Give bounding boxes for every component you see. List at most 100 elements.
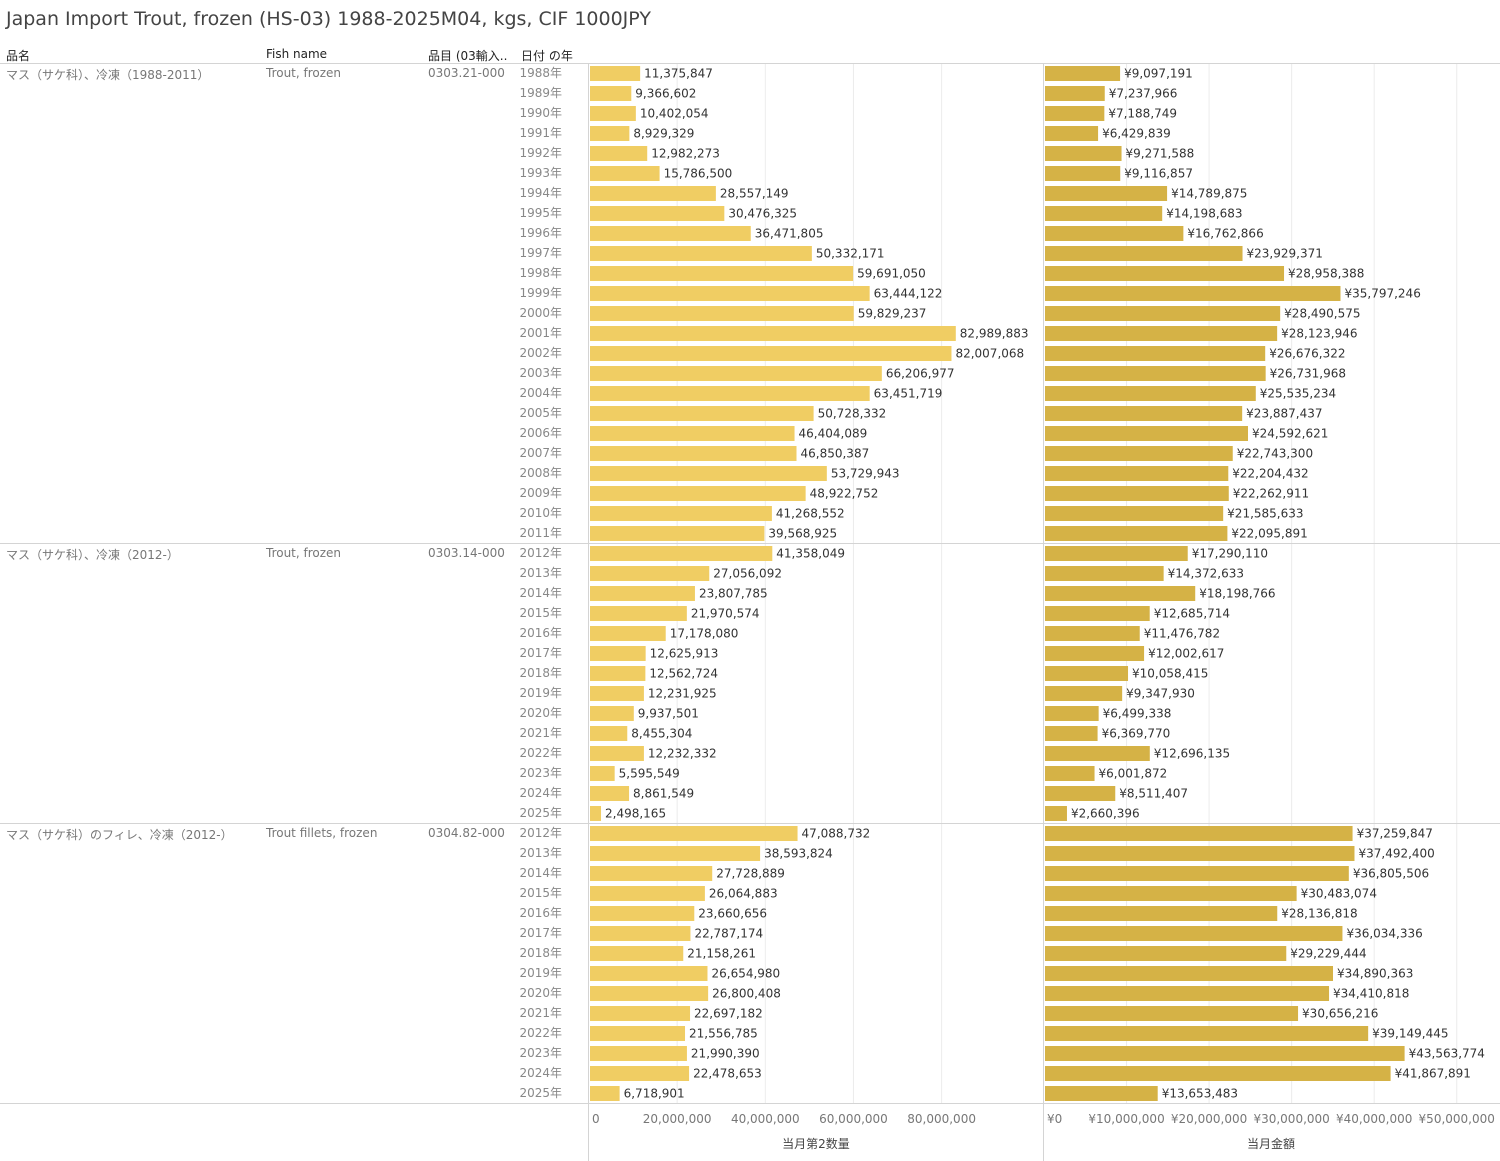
qty-bar	[590, 226, 751, 241]
value-data-label: ¥29,229,444	[1290, 947, 1366, 961]
value-bar	[1045, 1006, 1299, 1021]
year-label: 2012年	[519, 546, 562, 560]
group-item-code: 0304.82-000	[428, 826, 505, 840]
value-data-label: ¥22,095,891	[1231, 527, 1307, 541]
value-bar	[1045, 1026, 1369, 1041]
year-label: 2024年	[519, 786, 562, 800]
qty-bar	[590, 106, 636, 121]
value-bar	[1045, 186, 1168, 201]
value-data-label: ¥9,347,930	[1126, 687, 1195, 701]
value-bar	[1045, 586, 1196, 601]
year-label: 1992年	[519, 146, 562, 160]
qty-bar	[590, 766, 615, 781]
value-data-label: ¥28,123,946	[1281, 327, 1357, 341]
value-bar	[1045, 386, 1256, 401]
value-bar	[1045, 466, 1229, 481]
value-data-label: ¥30,656,216	[1302, 1007, 1378, 1021]
value-data-label: ¥12,002,617	[1148, 647, 1224, 661]
value-bar	[1045, 146, 1122, 161]
value-bar	[1045, 846, 1355, 861]
qty-bar	[590, 306, 854, 321]
qty-data-label: 8,455,304	[631, 727, 692, 741]
value-data-label: ¥14,789,875	[1171, 187, 1247, 201]
qty-data-label: 46,404,089	[799, 427, 868, 441]
qty-bar	[590, 546, 773, 561]
value-bar	[1045, 926, 1343, 941]
qty-bar	[590, 1086, 620, 1101]
qty-data-label: 66,206,977	[886, 367, 955, 381]
value-bar	[1045, 726, 1098, 741]
value-data-label: ¥11,476,782	[1144, 627, 1220, 641]
group-fish-name: Trout, frozen	[266, 66, 342, 80]
value-data-label: ¥14,198,683	[1166, 207, 1242, 221]
qty-data-label: 26,800,408	[712, 987, 781, 1001]
value-data-label: ¥17,290,110	[1192, 547, 1268, 561]
group-fish-name: Trout fillets, frozen	[266, 826, 378, 840]
qty-bar	[590, 86, 632, 101]
qty-bar	[590, 686, 644, 701]
year-label: 2003年	[519, 366, 562, 380]
value-data-label: ¥16,762,866	[1187, 227, 1263, 241]
year-label: 2025年	[519, 806, 562, 820]
qty-bar	[590, 366, 882, 381]
value-bar	[1045, 106, 1105, 121]
qty-data-label: 50,332,171	[816, 247, 885, 261]
year-label: 1989年	[519, 86, 562, 100]
qty-bar	[590, 666, 646, 681]
qty-data-label: 22,787,174	[694, 927, 763, 941]
group-name-jp: マス（サケ科）のフィレ、冷凍（2012-）	[6, 828, 233, 842]
axis-tick-label: ¥50,000,000	[1419, 1112, 1495, 1126]
year-label: 2018年	[519, 666, 562, 680]
value-bar	[1045, 906, 1278, 921]
value-bar	[1045, 1066, 1391, 1081]
qty-data-label: 63,451,719	[874, 387, 943, 401]
axis-tick-label: 0	[592, 1112, 600, 1126]
qty-data-label: 21,158,261	[687, 947, 756, 961]
year-label: 2016年	[519, 906, 562, 920]
header-year: 日付 の年	[521, 49, 573, 63]
qty-data-label: 11,375,847	[644, 67, 713, 81]
group-name-jp: マス（サケ科）、冷凍（1988-2011）	[6, 68, 210, 82]
value-data-label: ¥26,676,322	[1269, 347, 1345, 361]
value-bar	[1045, 866, 1349, 881]
axis-tick-label: ¥10,000,000	[1088, 1112, 1164, 1126]
value-data-label: ¥43,563,774	[1409, 1047, 1485, 1061]
value-data-label: ¥14,372,633	[1168, 567, 1244, 581]
value-data-label: ¥30,483,074	[1301, 887, 1377, 901]
value-data-label: ¥9,097,191	[1124, 67, 1193, 81]
value-data-label: ¥12,696,135	[1154, 747, 1230, 761]
qty-bar	[590, 866, 713, 881]
axis-tick-label: ¥0	[1047, 1112, 1062, 1126]
qty-bar	[590, 326, 956, 341]
qty-bar	[590, 786, 630, 801]
qty-data-label: 48,922,752	[810, 487, 879, 501]
qty-data-label: 12,562,724	[649, 667, 718, 681]
value-bar	[1045, 226, 1184, 241]
year-label: 1997年	[519, 246, 562, 260]
qty-bar	[590, 606, 687, 621]
axis-tick-label: 20,000,000	[643, 1112, 712, 1126]
year-label: 2015年	[519, 606, 562, 620]
value-data-label: ¥7,237,966	[1109, 87, 1178, 101]
value-bar	[1045, 406, 1243, 421]
qty-bar	[590, 906, 695, 921]
year-label: 2013年	[519, 846, 562, 860]
value-bar	[1045, 346, 1266, 361]
value-bar	[1045, 446, 1233, 461]
year-label: 2011年	[519, 526, 562, 540]
value-bar	[1045, 746, 1150, 761]
qty-bar	[590, 406, 814, 421]
qty-bar	[590, 966, 708, 981]
qty-bar	[590, 346, 952, 361]
value-bar	[1045, 1046, 1405, 1061]
year-label: 1994年	[519, 186, 562, 200]
year-label: 1996年	[519, 226, 562, 240]
qty-bar	[590, 806, 602, 821]
value-data-label: ¥36,805,506	[1353, 867, 1429, 881]
value-bar	[1045, 66, 1121, 81]
qty-bar	[590, 426, 795, 441]
qty-data-label: 63,444,122	[874, 287, 943, 301]
year-label: 2016年	[519, 626, 562, 640]
qty-data-label: 21,990,390	[691, 1047, 760, 1061]
